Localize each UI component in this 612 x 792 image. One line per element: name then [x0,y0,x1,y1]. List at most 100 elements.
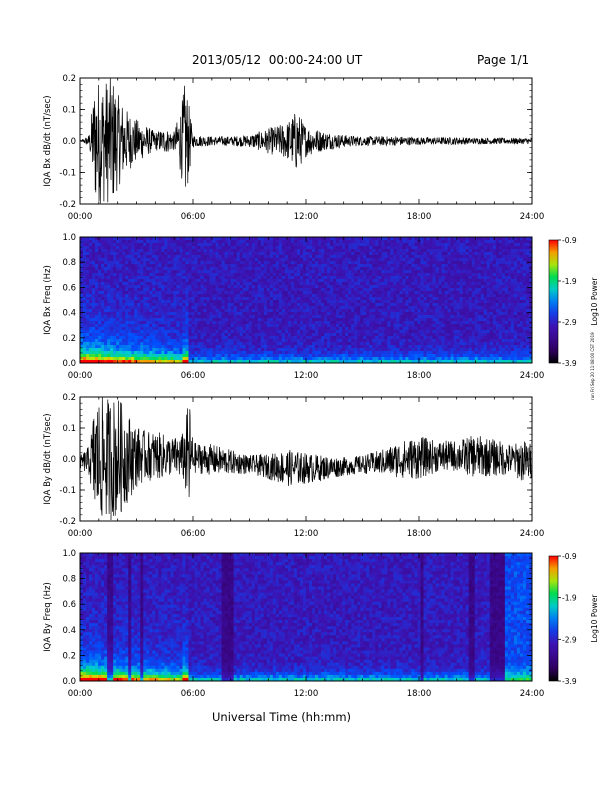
spectrogram-cell [140,300,144,304]
spectrogram-cell [224,246,229,250]
spectrogram-cell [170,279,174,283]
spectrogram-cell [263,345,268,349]
spectrogram-cell [387,246,391,250]
spectrogram-cell [95,339,99,343]
spectrogram-cell [200,306,204,310]
spectrogram-cell [357,276,361,280]
spectrogram-cell [321,261,325,265]
spectrogram-cell [327,270,331,274]
spectrogram-cell [417,273,421,277]
spectrogram-cell [387,324,391,328]
spectrogram-cell [393,237,397,241]
spectrogram-cell [315,312,319,316]
spectrogram-cell [378,354,382,358]
spectrogram-cell [393,294,397,298]
spectrogram-cell [417,258,421,262]
spectrogram-cell [333,318,337,322]
spectrogram-cell [396,285,400,289]
spectrogram-cell [266,288,271,292]
spectrogram-cell [197,291,201,295]
spectrogram-cell [233,303,238,307]
spectrogram-cell [176,330,180,334]
spectrogram-cell [146,336,150,340]
spectrogram-cell [164,330,168,334]
spectrogram-cell [299,345,304,349]
spectrogram-cell [209,333,213,337]
spectrogram-cell [293,261,298,265]
spectrogram-cell [381,273,385,277]
spectrogram-cell [408,321,412,325]
spectrogram-cell [287,360,292,364]
spectrogram-cell [354,240,358,244]
spectrogram-cell [302,351,307,355]
spectrogram-cell [95,291,99,295]
spectrogram-cell [275,354,280,358]
spectrogram-cell [426,291,430,295]
spectrogram-cell [152,246,156,250]
spectrogram-cell [170,264,174,268]
spectrogram-cell [321,255,325,259]
spectrogram-cell [125,321,129,325]
spectrogram-cell [357,303,361,307]
spectrogram-cell [86,249,90,253]
spectrogram-cell [83,258,87,262]
spectrogram-cell [396,327,400,331]
spectrogram-cell [405,249,409,253]
spectrogram-cell [411,282,415,286]
spectrogram-cell [411,324,415,328]
spectrogram-cell [348,270,352,274]
spectrogram-cell [293,321,298,325]
spectrogram-cell [423,249,427,253]
spectrogram-cell [209,303,213,307]
spectrogram-cell [309,345,313,349]
spectrogram-cell [140,339,144,343]
spectrogram-cell [83,318,87,322]
spectrogram-cell [110,276,114,280]
spectrogram-cell [324,336,328,340]
spectrogram-cell [351,336,355,340]
spectrogram-cell [342,267,346,271]
spectrogram-cell [152,318,156,322]
spectrogram-cell [137,285,141,289]
spectrogram-cell [360,276,364,280]
spectrogram-cell [92,240,96,244]
spectrogram-cell [239,267,244,271]
spectrogram-cell [179,237,183,241]
spectrogram-cell [218,318,223,322]
spectrogram-cell [251,357,256,361]
spectrogram-cell [360,288,364,292]
spectrogram-cell [417,294,421,298]
spectrogram-cell [290,261,295,265]
spectrogram-cell [92,276,96,280]
spectrogram-cell [266,321,271,325]
spectrogram-cell [236,279,241,283]
spectrogram-cell [236,345,241,349]
spectrogram-cell [137,291,141,295]
spectrogram-cell [200,315,204,319]
spectrogram-cell [104,315,108,319]
spectrogram-cell [426,264,430,268]
spectrogram-cell [426,270,430,274]
spectrogram-cell [107,333,111,337]
spectrogram-cell [260,324,265,328]
spectrogram-cell [242,261,247,265]
spectrogram-cell [131,288,135,292]
spectrogram-cell [245,357,250,361]
spectrogram-cell [116,330,120,334]
spectrogram-cell [104,321,108,325]
spectrogram-cell [327,327,331,331]
spectrogram-cell [218,330,223,334]
spectrogram-cell [387,279,391,283]
spectrogram-cell [263,270,268,274]
spectrogram-cell [387,285,391,289]
spectrogram-cell [302,267,307,271]
spectrogram-cell [254,345,259,349]
spectrogram-cell [182,303,186,307]
spectrogram-cell [179,291,183,295]
spectrogram-cell [321,237,325,241]
spectrogram-cell [321,291,325,295]
spectrogram-cell [224,336,229,340]
spectrogram-cell [200,360,204,364]
spectrogram-cell [125,354,129,358]
spectrogram-cell [242,318,247,322]
